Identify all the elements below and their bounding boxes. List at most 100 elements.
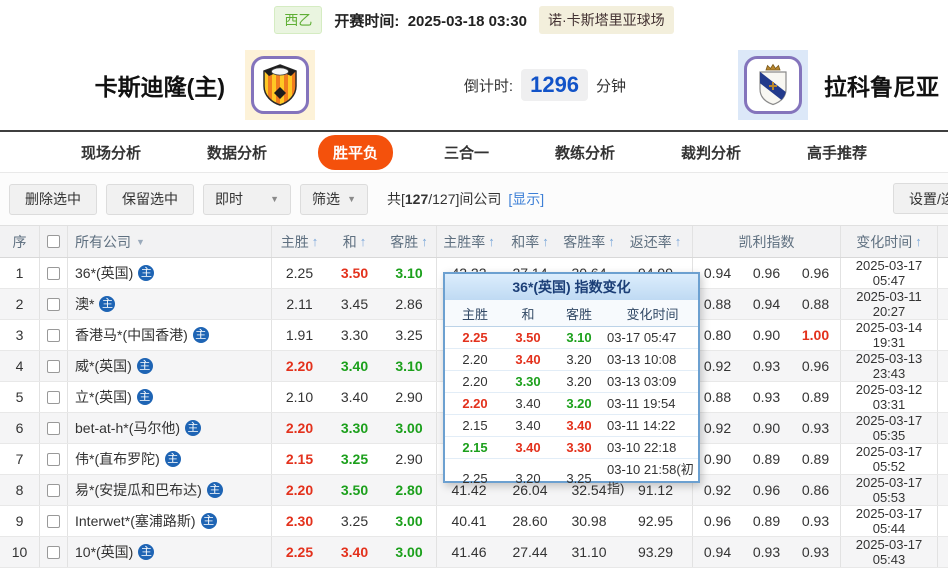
col-return-rate[interactable]: 返还率 ↑ <box>619 226 693 257</box>
col-draw-rate[interactable]: 和率 ↑ <box>511 233 549 250</box>
company-name[interactable]: 立*(英国) 主 <box>68 382 272 412</box>
row-checkbox[interactable] <box>40 537 68 567</box>
row-checkbox[interactable] <box>40 351 68 381</box>
row-checkbox[interactable] <box>40 258 68 288</box>
odds-cell[interactable]: 3.40 <box>340 544 369 560</box>
change-time: 2025-03-17 05:35 <box>841 413 938 443</box>
checkbox-icon[interactable] <box>47 235 60 248</box>
tab-live[interactable]: 现场分析 <box>80 144 141 162</box>
odds-cell[interactable]: 2.25 <box>285 544 314 560</box>
odds-cell[interactable]: 2.25 <box>285 265 314 281</box>
company-name[interactable]: 36*(英国) 主 <box>68 258 272 288</box>
countdown-unit: 分钟 <box>596 77 627 95</box>
checkbox-icon[interactable] <box>47 514 60 528</box>
popup-change-time: 03-13 03:09 <box>607 374 677 389</box>
countdown: 倒计时: 1296 分钟 <box>430 40 660 130</box>
tab-referee[interactable]: 裁判分析 <box>681 144 742 162</box>
tab-three-in-one[interactable]: 三合一 <box>443 144 489 162</box>
row-checkbox[interactable] <box>40 506 68 536</box>
odds-cell[interactable]: 3.40 <box>340 389 369 405</box>
company-name[interactable]: 伟*(直布罗陀) 主 <box>68 444 272 474</box>
rate-cell: 27.44 <box>512 544 548 560</box>
odds-cell[interactable]: 3.00 <box>382 537 437 567</box>
odds-mode-dropdown[interactable]: 即时 ▼ <box>203 183 291 215</box>
row-checkbox[interactable] <box>40 475 68 505</box>
row-checkbox[interactable] <box>40 382 68 412</box>
tab-expert[interactable]: 高手推荐 <box>807 144 868 162</box>
odds-cell[interactable]: 3.10 <box>382 258 437 288</box>
col-away-odds[interactable]: 客胜 ↑ <box>382 226 437 257</box>
delete-selected-button[interactable]: 删除选中 <box>9 183 97 215</box>
odds-cell[interactable]: 2.90 <box>382 382 437 412</box>
odds-cell[interactable]: 2.30 <box>285 513 314 529</box>
odds-cell[interactable]: 2.10 <box>285 389 314 405</box>
odds-cell[interactable]: 3.40 <box>340 358 369 374</box>
col-company[interactable]: 所有公司 ▼ <box>68 226 272 257</box>
table-row: 10 10*(英国) 主 2.25 3.40 3.00 41.46 27.44 31.10 93.… <box>0 537 948 568</box>
kelly-cell: 0.93 <box>791 506 841 536</box>
company-name[interactable]: Interwet*(塞浦路斯) 主 <box>68 506 272 536</box>
odds-cell[interactable]: 3.00 <box>382 506 437 536</box>
company-name[interactable]: 威*(英国) 主 <box>68 351 272 381</box>
odds-cell[interactable]: 3.50 <box>340 482 369 498</box>
company-name[interactable]: 澳* 主 <box>68 289 272 319</box>
select-all-checkbox[interactable] <box>40 226 68 257</box>
checkbox-icon[interactable] <box>47 359 60 373</box>
tab-coach[interactable]: 教练分析 <box>555 144 616 162</box>
odds-cell[interactable]: 2.86 <box>382 289 437 319</box>
checkbox-icon[interactable] <box>47 297 60 311</box>
checkbox-icon[interactable] <box>47 421 60 435</box>
main-odds-icon: 主 <box>206 482 223 498</box>
odds-cell[interactable]: 2.11 <box>286 296 313 312</box>
popup-home-odds: 2.20 <box>462 374 488 389</box>
odds-cell[interactable]: 3.25 <box>340 513 369 529</box>
settings-select-button[interactable]: 设置/选择 <box>893 183 948 214</box>
row-checkbox[interactable] <box>40 289 68 319</box>
odds-cell[interactable]: 3.00 <box>382 413 437 443</box>
odds-cell[interactable]: 2.20 <box>285 358 314 374</box>
popup-change-time: 03-11 14:22 <box>607 418 676 433</box>
checkbox-icon[interactable] <box>47 390 60 404</box>
col-away-rate[interactable]: 客胜率 ↑ <box>563 233 615 250</box>
company-name[interactable]: 香港马*(中国香港) 主 <box>68 320 272 350</box>
checkbox-icon[interactable] <box>47 545 60 559</box>
row-checkbox[interactable] <box>40 320 68 350</box>
odds-cell[interactable]: 2.80 <box>382 475 437 505</box>
company-name[interactable]: 10*(英国) 主 <box>68 537 272 567</box>
chevron-down-icon: ▼ <box>347 194 356 204</box>
odds-cell[interactable]: 2.90 <box>382 444 437 474</box>
odds-cell[interactable]: 3.50 <box>340 265 369 281</box>
tab-wdl[interactable]: 胜平负 <box>317 134 393 170</box>
col-draw-odds[interactable]: 和 ↑ <box>342 233 367 250</box>
col-change-time[interactable]: 变化时间 ↑ <box>841 226 938 257</box>
odds-cell[interactable]: 3.30 <box>340 327 369 343</box>
odds-cell[interactable]: 2.20 <box>285 482 314 498</box>
checkbox-icon[interactable] <box>47 452 60 466</box>
table-row: 9 Interwet*(塞浦路斯) 主 2.30 3.25 3.00 40.41 28.60 3… <box>0 506 948 537</box>
company-name[interactable]: 易*(安提瓜和巴布达) 主 <box>68 475 272 505</box>
league-badge: 西乙 <box>274 6 323 34</box>
odds-cell[interactable]: 3.10 <box>382 351 437 381</box>
show-link[interactable]: [显示] <box>508 191 545 207</box>
company-count: 共[127/127]间公司 [显示] <box>387 191 545 207</box>
odds-cell[interactable]: 3.25 <box>340 451 369 467</box>
row-checkbox[interactable] <box>40 444 68 474</box>
main-odds-icon: 主 <box>185 420 202 436</box>
col-home-odds[interactable]: 主胜 ↑ <box>280 233 319 250</box>
home-team: 卡斯迪隆(主) <box>0 40 315 130</box>
checkbox-icon[interactable] <box>47 328 60 342</box>
keep-selected-button[interactable]: 保留选中 <box>106 183 194 215</box>
col-home-rate[interactable]: 主胜率 ↑ <box>443 233 495 250</box>
checkbox-icon[interactable] <box>47 483 60 497</box>
odds-cell[interactable]: 3.30 <box>340 420 369 436</box>
tab-data[interactable]: 数据分析 <box>206 144 267 162</box>
row-checkbox[interactable] <box>40 413 68 443</box>
odds-cell[interactable]: 1.91 <box>285 327 314 343</box>
filter-dropdown[interactable]: 筛选 ▼ <box>300 183 368 215</box>
checkbox-icon[interactable] <box>47 266 60 280</box>
odds-cell[interactable]: 2.20 <box>285 420 314 436</box>
odds-cell[interactable]: 2.15 <box>285 451 314 467</box>
odds-cell[interactable]: 3.25 <box>382 320 437 350</box>
company-name[interactable]: bet-at-h*(马尔他) 主 <box>68 413 272 443</box>
odds-cell[interactable]: 3.45 <box>340 296 369 312</box>
